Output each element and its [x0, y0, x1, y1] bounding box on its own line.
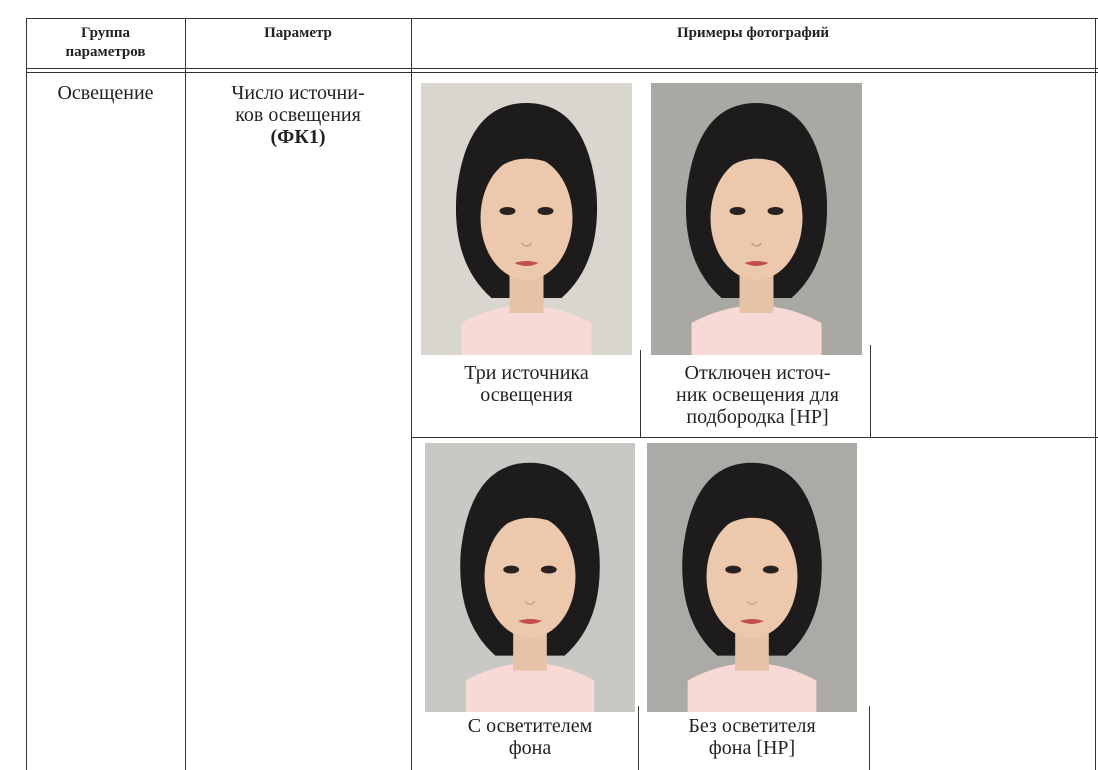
- header-group: Группа параметров: [26, 24, 185, 62]
- photo: [425, 443, 635, 712]
- rule: [26, 68, 1098, 69]
- rule: [411, 437, 1098, 438]
- rule: [869, 706, 870, 770]
- photo: [421, 83, 632, 355]
- parameter-text: Число источни-: [231, 82, 365, 104]
- caption-line: С осветителем: [467, 715, 593, 737]
- header-text: параметров: [65, 44, 146, 60]
- caption-line: Три источника: [464, 362, 589, 384]
- parameter-cell: Число источни- ков освещения (ФК1): [185, 82, 411, 148]
- rule: [1095, 18, 1096, 770]
- caption: Отключен источ-ник освещения для подбород…: [645, 362, 870, 428]
- caption: Без осветителя фона [НР]: [647, 715, 857, 759]
- caption-line: Без осветителя: [688, 715, 816, 737]
- rule: [411, 18, 412, 770]
- caption-line: фона [НР]: [708, 737, 796, 759]
- caption-line: фона: [508, 737, 552, 759]
- rule: [185, 18, 186, 770]
- photo: [647, 443, 857, 712]
- rule: [870, 345, 871, 437]
- parameter-text: ков освещения: [235, 104, 361, 126]
- rule: [640, 350, 641, 437]
- rule: [638, 706, 639, 770]
- caption-line: Отключен источ-: [684, 362, 831, 384]
- rule: [26, 18, 27, 770]
- header-parameter: Параметр: [264, 25, 332, 41]
- caption-line: освещения: [480, 384, 573, 406]
- header-text: Группа: [80, 25, 131, 41]
- rule: [26, 18, 1098, 19]
- photo: [651, 83, 862, 355]
- caption-line: ник освещения для: [676, 384, 839, 406]
- group-cell: Освещение: [57, 82, 154, 104]
- caption: Три источника освещения: [421, 362, 632, 406]
- rule: [26, 72, 1098, 73]
- parameter-code: (ФК1): [270, 126, 326, 148]
- header-examples: Примеры фотографий: [677, 25, 829, 41]
- caption: С осветителем фона: [425, 715, 635, 759]
- caption-line: подбородка [НР]: [686, 406, 829, 428]
